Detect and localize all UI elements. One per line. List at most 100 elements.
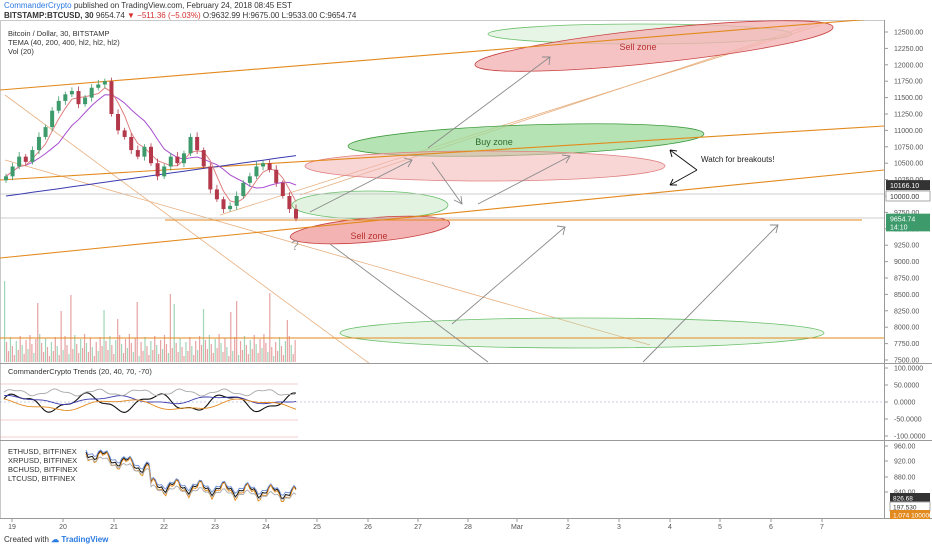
volume-bar (122, 353, 125, 362)
volume-bar (89, 338, 91, 362)
publish-info: CommanderCrypto published on TradingView… (4, 1, 292, 10)
time-tick-label: 4 (668, 524, 672, 531)
published-text: published on TradingView.com, February 2… (73, 1, 293, 10)
price-pane[interactable]: Sell zone Buy zone Sell zone Watch for b… (0, 10, 884, 375)
tradingview-cloud-icon: ☁ (51, 535, 60, 544)
volume-bar (238, 355, 240, 362)
volume-bar (263, 334, 265, 362)
volume-bar (234, 337, 236, 362)
candle-body (23, 156, 28, 162)
volume-bar (66, 345, 68, 362)
compare-axis[interactable]: 960.00920.00880.00840.00826.68197.5301.0… (884, 444, 932, 520)
volume-bar (113, 354, 115, 362)
compare-label: 826.68 (893, 496, 913, 503)
sell-zone-ellipse[interactable] (473, 10, 835, 81)
volume-bar (220, 343, 222, 362)
volume-series (4, 281, 296, 362)
candle-body (228, 205, 233, 210)
volume-bar (230, 312, 232, 362)
volume-bar (259, 339, 261, 362)
time-tick-label: 24 (262, 524, 270, 531)
candle-body (247, 176, 252, 183)
price-label: 10166.10 (890, 183, 919, 190)
price-tick-label: 8250.00 (894, 308, 919, 315)
legend-tema: TEMA (40, 200, 400, hl2, hl2, hl2) (8, 38, 120, 47)
volume-bar (148, 355, 150, 362)
volume-bar (144, 337, 146, 362)
volume-bar (206, 349, 208, 362)
buy-zone-ellipse[interactable] (339, 317, 825, 349)
volume-bar (191, 346, 193, 362)
sell-zone-ellipse[interactable] (304, 150, 666, 182)
volume-bar (212, 353, 214, 362)
volume-bar (154, 336, 156, 362)
arrow-head (453, 195, 463, 205)
volume-bar (255, 344, 257, 362)
volume-bar (210, 344, 212, 362)
footer: Created with ☁ TradingView (4, 535, 108, 544)
candle-body (274, 169, 279, 183)
candle-body (89, 87, 94, 98)
volume-bar (251, 349, 253, 362)
buy-zone-ellipse[interactable] (291, 190, 449, 220)
compare-legend: ETHUSD, BITFINEX XRPUSD, BITFINEX BCHUSD… (8, 447, 78, 483)
volume-bar (228, 356, 230, 362)
volume-bar (99, 337, 101, 362)
compare-pane[interactable] (85, 449, 297, 502)
volume-bar (222, 352, 224, 362)
channel-lower-line (0, 169, 884, 259)
candle-body (76, 91, 81, 105)
price-tick-label: 11250.00 (894, 112, 923, 119)
time-axis[interactable]: 19 20 21 22 23 24 25 26 27 28 Mar 2 3 4 5 6 7 (8, 518, 824, 531)
main-legend: Bitcoin / Dollar, 30, BITSTAMP TEMA (40,… (8, 29, 120, 56)
last-price: 9654.74 (95, 11, 125, 20)
descending-trendline (4, 94, 370, 363)
volume-bar (167, 353, 169, 362)
volume-bar (121, 344, 123, 362)
author-link[interactable]: CommanderCrypto (4, 1, 72, 10)
volume-bar (33, 353, 35, 362)
volume-bar (179, 338, 181, 362)
candle-body (17, 156, 22, 167)
volume-bar (103, 310, 105, 362)
breakout-label: Watch for breakouts! (701, 155, 775, 164)
legend-bchusd: BCHUSD, BITFINEX (8, 465, 78, 474)
price-tick-label: 8000.00 (894, 325, 919, 332)
volume-bar (181, 347, 183, 362)
candle-body (175, 156, 180, 164)
oscillator-pane[interactable] (0, 383, 884, 438)
volume-bar (74, 335, 76, 362)
volume-bar (136, 302, 138, 362)
price-axis[interactable]: 7500.00 7750.00 8000.00 8250.00 8500.00 8750.… (884, 30, 931, 365)
price-tick-label: 9750.00 (894, 210, 919, 217)
ascending-trendline (219, 24, 821, 216)
volume-bar (236, 301, 238, 362)
price-tick-label: 11000.00 (894, 128, 923, 135)
volume-bar (243, 336, 246, 362)
oscillator-axis[interactable]: 100.0000 50.0000 0.0000 -50.0000 -100.0000 (884, 366, 926, 441)
time-tick-label: 5 (718, 524, 722, 531)
price-label-box (886, 213, 930, 224)
tradingview-brand-text: TradingView (61, 535, 109, 544)
candle-body (162, 166, 167, 177)
tradingview-logo[interactable]: ☁ TradingView (51, 535, 108, 544)
volume-bar (163, 335, 166, 362)
volume-bar (290, 345, 292, 362)
candle-body (10, 166, 15, 177)
volume-bar (140, 342, 142, 362)
volume-bar (80, 339, 82, 362)
breakout-arrow-up (669, 149, 698, 171)
time-tick-label: 27 (414, 524, 422, 531)
volume-bar (109, 336, 111, 362)
volume-bar (43, 352, 45, 362)
volume-bar (265, 343, 267, 362)
candle-body (155, 163, 160, 177)
volume-bar (58, 355, 60, 362)
trend-line-orange (3, 398, 297, 411)
arrow-head (669, 178, 674, 186)
volume-bar (124, 339, 127, 362)
volume-bar (83, 334, 86, 362)
volume-bar (46, 347, 49, 362)
volume-bar (156, 345, 158, 362)
